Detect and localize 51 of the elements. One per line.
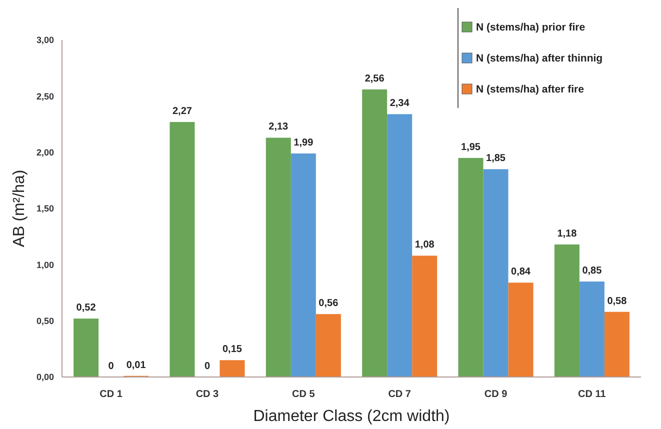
bar xyxy=(412,256,438,377)
y-tick-label: 0,50 xyxy=(36,316,54,326)
legend-label: N (stems/ha) prior fire xyxy=(476,22,586,34)
bar xyxy=(220,360,245,377)
y-tick-label: 2,50 xyxy=(36,91,54,102)
legend-label: N (stems/ha) after thinnig xyxy=(476,52,603,65)
data-label: 1,99 xyxy=(294,137,314,148)
bar xyxy=(74,318,99,377)
data-label: 0,52 xyxy=(76,302,96,314)
data-label: 1,95 xyxy=(461,142,481,153)
data-label: 0,56 xyxy=(318,298,339,310)
y-tick-label: 0,00 xyxy=(36,372,54,382)
y-tick-label: 1,50 xyxy=(36,204,54,214)
y-axis-title: AB (m²/ha) xyxy=(11,170,28,248)
x-tick-label: CD 11 xyxy=(578,389,606,400)
x-axis-title: Diameter Class (2cm width) xyxy=(253,408,450,425)
data-label: 0 xyxy=(108,361,114,372)
bar xyxy=(362,89,388,377)
data-label: 0,84 xyxy=(511,266,531,278)
bar xyxy=(387,114,412,377)
data-label: 0,58 xyxy=(607,296,628,307)
bar xyxy=(483,169,508,377)
y-tick-label: 3,00 xyxy=(36,35,54,46)
bar xyxy=(316,314,341,377)
bar xyxy=(458,158,484,377)
legend-label: N (stems/ha) after fire xyxy=(476,84,584,96)
y-tick-label: 1,00 xyxy=(36,260,54,270)
bar xyxy=(554,244,580,377)
bar xyxy=(508,282,534,377)
x-tick-label: CD 5 xyxy=(292,389,316,400)
bar xyxy=(579,282,604,377)
bar xyxy=(266,138,291,377)
data-label: 2,34 xyxy=(390,98,410,110)
data-label: 0,01 xyxy=(126,360,146,371)
y-tick-label: 2,00 xyxy=(36,147,54,158)
x-tick-label: CD 1 xyxy=(100,389,123,400)
data-label: 1,85 xyxy=(486,153,506,164)
data-label: 0,85 xyxy=(582,266,602,277)
x-tick-label: CD 7 xyxy=(388,389,412,400)
data-label: 2,27 xyxy=(172,106,192,118)
bar xyxy=(604,312,630,377)
x-tick-label: CD 3 xyxy=(196,389,220,400)
data-label: 2,13 xyxy=(268,122,289,133)
data-label: 2,56 xyxy=(364,73,385,84)
data-label: 0,15 xyxy=(222,344,242,356)
data-label: 0 xyxy=(204,361,210,372)
x-tick-label: CD 9 xyxy=(484,389,508,400)
bar xyxy=(170,122,195,377)
data-label: 1,18 xyxy=(557,228,578,240)
bar xyxy=(290,153,316,377)
data-label: 1,08 xyxy=(414,240,435,251)
